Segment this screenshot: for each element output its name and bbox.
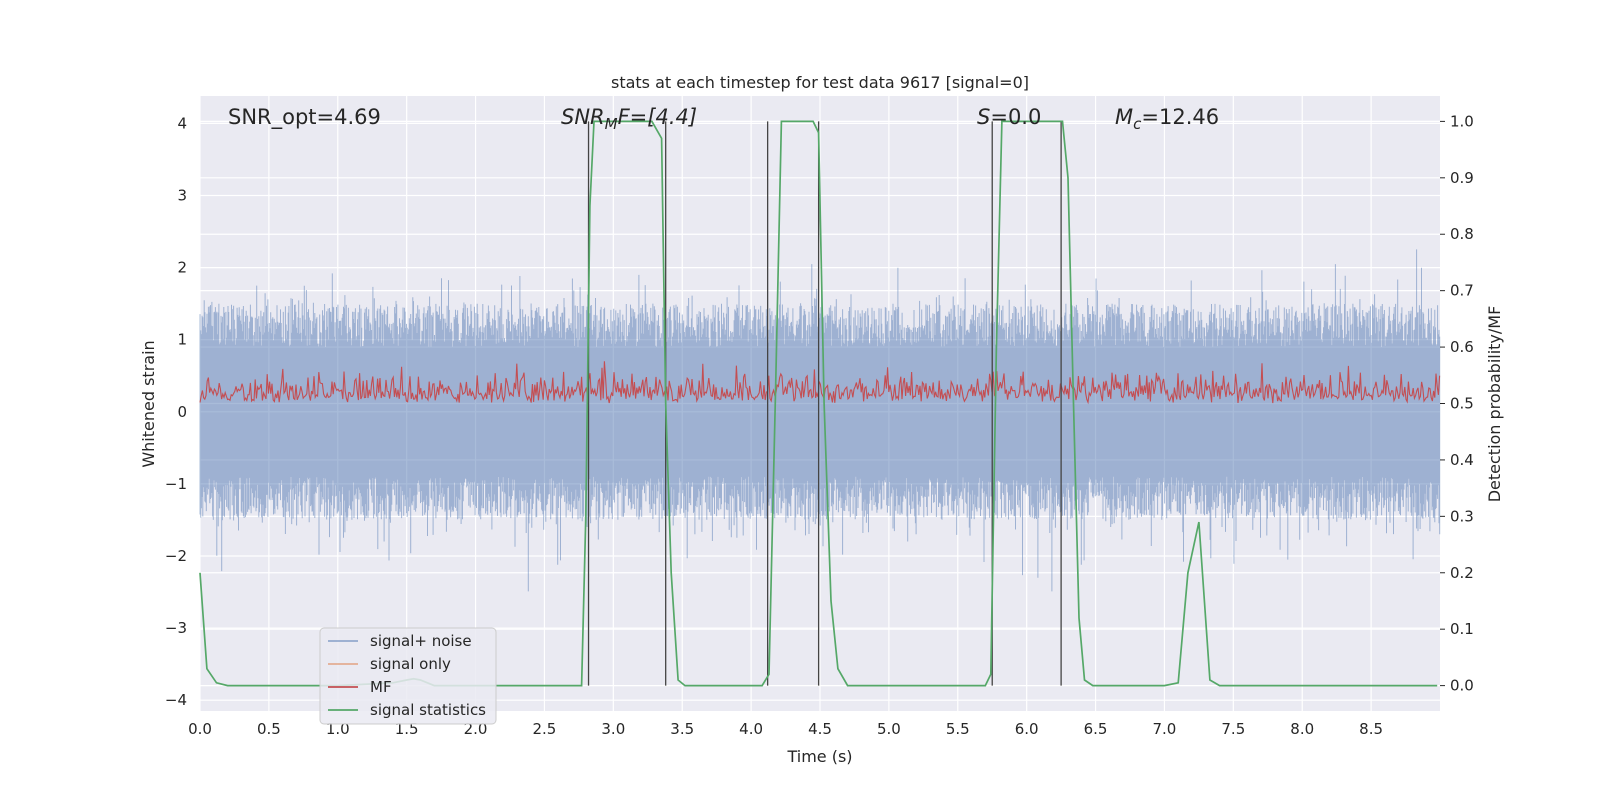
x-tick-label: 6.5 [1084,720,1108,738]
left-axis-label: Whitened strain [139,340,158,467]
mf-series [199,361,1441,405]
right-tick-label: 0.7 [1450,282,1474,300]
legend: signal+ noise signal only MF signal stat… [319,627,497,725]
x-tick-label: 2.5 [533,720,557,738]
mc-name: M [1115,105,1133,129]
right-tick-label: 0.6 [1450,338,1474,356]
legend-label-mf: MF [370,678,392,696]
x-tick-label: 5.5 [946,720,970,738]
right-tick-label: 0.2 [1450,564,1474,582]
left-tick-label: −3 [165,619,187,637]
signal-plus-noise-series [199,249,1441,592]
x-tick-label: 4.5 [808,720,832,738]
left-tick-label: −4 [165,691,187,709]
x-tick-label: 0.0 [188,720,212,738]
x-tick-label: 0.5 [257,720,281,738]
x-tick-label: 7.0 [1153,720,1177,738]
left-tick-label: −2 [165,547,187,565]
left-tick-label: 2 [177,259,187,277]
snr-mf-value: F=[4.4] [618,105,697,129]
left-tick-label: 1 [177,331,187,349]
mc-value: =12.46 [1141,105,1219,129]
mc-annotation: Mc=12.46 [1115,105,1219,133]
right-tick-label: 0.5 [1450,395,1474,413]
mc-subscript: c [1133,115,1142,133]
s-annotation: S=0.0 [977,105,1041,129]
right-tick-label: 0.3 [1450,507,1474,525]
left-tick-label: 4 [177,114,187,132]
grid [199,96,1440,711]
snr-mf-subscript: M [605,115,618,133]
x-tick-label: 8.0 [1290,720,1314,738]
chart-title: stats at each timestep for test data 961… [611,73,1029,92]
s-name: S [977,105,990,129]
left-axis-ticks: 4 3 2 1 0 −1 −2 −3 −4 [165,114,187,709]
signal-plus-noise-line [199,249,1441,592]
right-axis-label: Detection probability/MF [1485,306,1504,503]
right-axis-ticks: 1.0 0.9 0.8 0.7 0.6 0.5 0.4 0.3 0.2 0.1 0.0 [1440,112,1474,695]
x-tick-label: 7.5 [1221,720,1245,738]
legend-label-signal-statistics: signal statistics [370,701,486,719]
snr-opt-annotation: SNR_opt=4.69 [228,105,381,130]
left-tick-label: 0 [177,403,187,421]
x-tick-label: 8.5 [1359,720,1383,738]
right-tick-label: 0.4 [1450,451,1474,469]
x-tick-label: 5.0 [877,720,901,738]
right-tick-label: 0.0 [1450,677,1474,695]
s-value: =0.0 [990,105,1041,129]
x-axis-label: Time (s) [786,747,852,766]
legend-label-signal-noise: signal+ noise [370,632,472,650]
legend-box [319,627,497,725]
snr-mf-name: SNR [561,105,605,129]
x-tick-label: 6.0 [1015,720,1039,738]
right-tick-label: 1.0 [1450,112,1474,130]
right-tick-label: 0.8 [1450,225,1474,243]
right-tick-label: 0.1 [1450,620,1474,638]
snr-mf-annotation: SNRMF=[4.4] [561,105,697,133]
x-tick-label: 3.0 [601,720,625,738]
x-tick-label: 4.0 [739,720,763,738]
left-tick-label: 3 [177,186,187,204]
x-tick-label: 3.5 [670,720,694,738]
left-tick-label: −1 [165,475,187,493]
right-tick-label: 0.9 [1450,169,1474,187]
legend-label-signal-only: signal only [370,655,451,673]
